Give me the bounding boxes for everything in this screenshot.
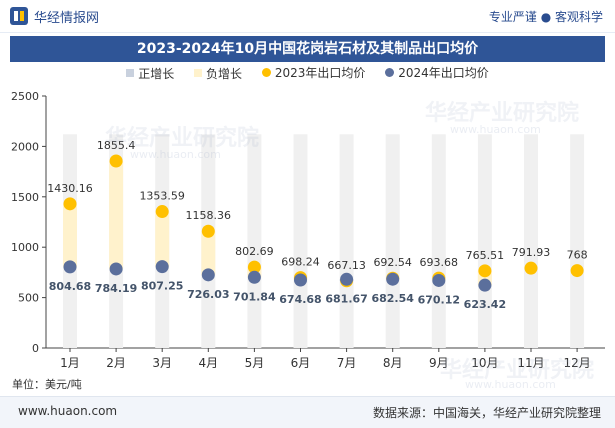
x-tick-label: 7月: [337, 356, 357, 370]
x-tick-label: 5月: [245, 356, 265, 370]
data-label-2024: 674.68: [279, 293, 321, 306]
column-track: [431, 134, 446, 348]
point-2024: [63, 260, 77, 274]
data-label-2024: 804.68: [49, 280, 91, 293]
legend-label-negative: 负增长: [206, 66, 243, 81]
x-tick-label: 6月: [291, 356, 311, 370]
negative-growth-bar: [155, 211, 170, 267]
tagline: 专业严谨 ● 客观科学: [488, 10, 603, 24]
top-bar: 华经情报网 专业严谨 ● 客观科学: [0, 0, 615, 33]
legend-swatch-positive: [126, 69, 135, 77]
legend-swatch-2024: [385, 68, 395, 77]
huajing-logo-icon: [10, 7, 28, 25]
data-label-2024: 670.12: [418, 293, 460, 306]
data-label-2023: 1855.4: [97, 139, 136, 152]
price-chart: 0 500 1000 1500 2000 2500 1月 2月 3月 4月 5月 6月 7月 8月 9月 10…: [11, 90, 605, 370]
data-label-2024: 681.67: [325, 292, 367, 305]
point-2023: [524, 261, 538, 275]
y-tick-label: 500: [18, 292, 39, 305]
data-label-2023: 698.24: [281, 256, 320, 269]
x-tick-label: 4月: [198, 356, 218, 370]
data-label-2023: 1353.59: [139, 190, 185, 203]
point-2024: [386, 272, 400, 286]
point-2024: [478, 278, 492, 292]
y-tick-label: 0: [32, 342, 39, 355]
footer-source: 数据来源：中国海关，华经产业研究院整理: [372, 406, 601, 420]
data-label-2023: 802.69: [235, 245, 274, 258]
data-label-2023: 791.93: [512, 246, 551, 259]
data-label-2024: 784.19: [95, 282, 137, 295]
point-2023: [109, 154, 123, 168]
point-2023: [201, 224, 215, 238]
chart-title: 2023-2024年10月中国花岗岩石材及其制品出口均价: [10, 36, 605, 62]
point-2024: [201, 268, 215, 282]
y-tick-label: 1000: [11, 241, 39, 254]
point-2023: [155, 205, 169, 219]
x-tick-label: 12月: [563, 356, 590, 370]
data-label-2023: 765.51: [466, 249, 505, 262]
legend-swatch-negative: [194, 69, 203, 77]
point-2023: [478, 264, 492, 278]
x-tick-label: 8月: [383, 356, 403, 370]
data-label-2024: 682.54: [371, 292, 414, 305]
point-2024: [155, 260, 169, 274]
chart-legend: 正增长 负增长 2023年出口均价 2024年出口均价: [0, 64, 615, 82]
data-label-2024: 623.42: [464, 298, 506, 311]
column-track: [385, 134, 400, 348]
point-2024: [294, 273, 307, 287]
column-track: [247, 134, 262, 348]
data-label-2023: 1430.16: [47, 182, 93, 195]
legend-label-2024: 2024年出口均价: [398, 66, 489, 80]
data-label-2024: 701.84: [233, 290, 276, 303]
footer-site-link[interactable]: www.huaon.com: [18, 404, 118, 418]
brand-name[interactable]: 华经情报网: [34, 11, 100, 26]
legend-label-positive: 正增长: [138, 66, 175, 81]
point-2023: [63, 197, 77, 211]
y-tick-label: 2000: [11, 140, 39, 153]
data-label-2023: 667.13: [327, 259, 366, 272]
x-tick-label: 9月: [429, 356, 449, 370]
data-label-2024: 726.03: [187, 288, 229, 301]
data-label-2023: 693.68: [420, 256, 459, 269]
y-tick-label: 2500: [11, 90, 39, 103]
column-track: [477, 134, 492, 348]
x-tick-label: 11月: [517, 356, 544, 370]
y-unit-label: 单位：美元/吨: [12, 378, 82, 391]
column-track: [339, 134, 354, 348]
point-2024: [247, 270, 261, 284]
legend-item-negative: 负增长: [194, 65, 242, 82]
data-label-2023: 692.54: [373, 256, 412, 269]
point-2023: [247, 260, 261, 274]
x-tick-label: 10月: [471, 356, 498, 370]
point-2024: [109, 262, 123, 276]
x-tick-label: 2月: [106, 356, 126, 370]
x-tick-label: 1月: [60, 356, 80, 370]
column-track: [524, 134, 538, 348]
legend-item-2023: 2023年出口均价: [261, 64, 366, 81]
negative-growth-bar: [201, 231, 216, 275]
legend-item-2024: 2024年出口均价: [385, 64, 489, 81]
legend-swatch-2023: [261, 68, 271, 77]
legend-label-2023: 2023年出口均价: [274, 66, 366, 80]
point-2024: [340, 272, 354, 286]
data-label-2023: 1158.36: [186, 209, 232, 222]
negative-growth-bar: [63, 203, 77, 267]
y-tick-label: 1500: [11, 191, 39, 204]
negative-growth-bar: [109, 160, 124, 269]
legend-item-positive: 正增长: [126, 65, 174, 82]
column-track: [293, 134, 308, 348]
point-2023: [570, 264, 584, 278]
data-label-2024: 807.25: [141, 280, 183, 293]
x-tick-label: 3月: [152, 356, 172, 370]
data-label-2023: 768: [567, 249, 588, 262]
point-2024: [432, 273, 446, 287]
footer: www.huaon.com 数据来源：中国海关，华经产业研究院整理: [0, 396, 615, 428]
column-track: [570, 134, 585, 348]
